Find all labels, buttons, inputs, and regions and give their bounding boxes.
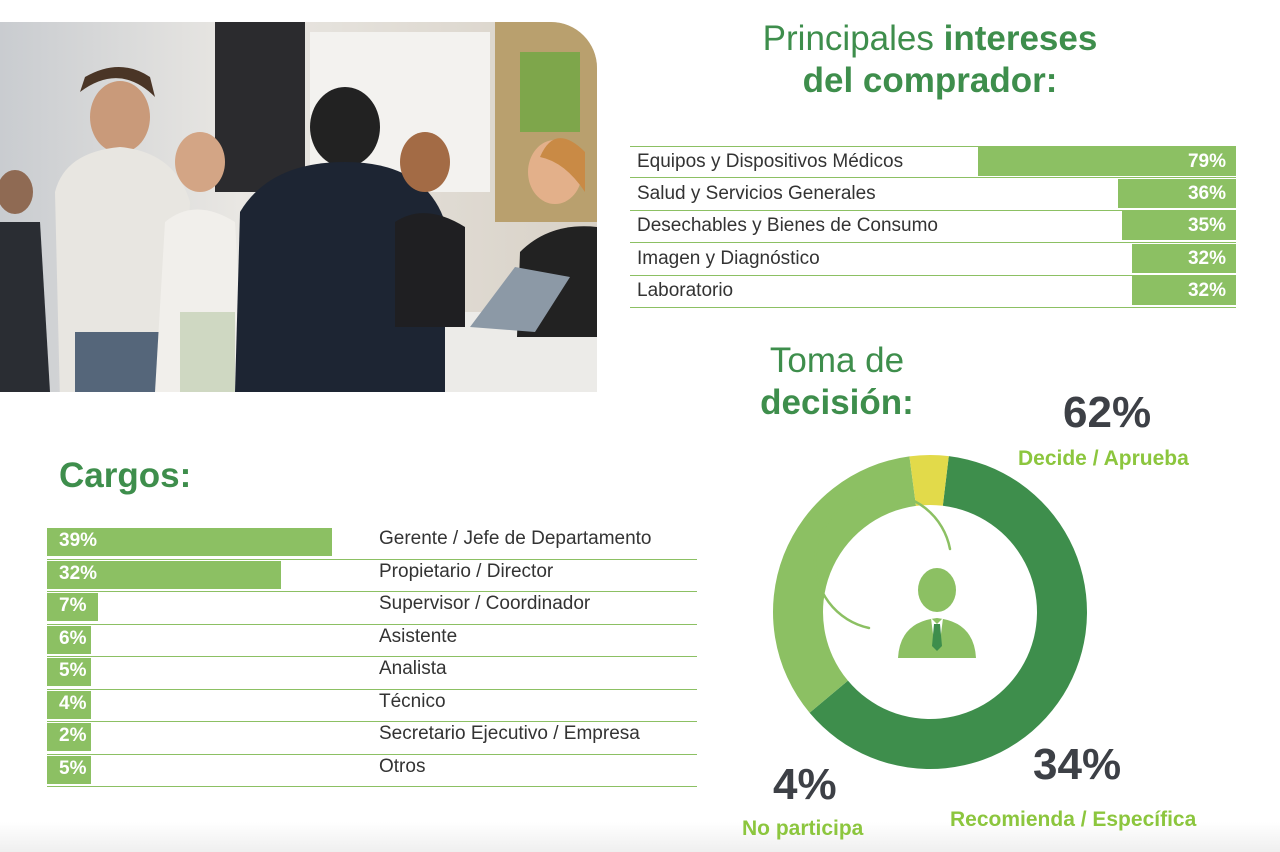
interest-bar xyxy=(978,147,1236,176)
cargo-row: 2% Secretario Ejecutivo / Empresa xyxy=(47,722,697,755)
interest-pct: 79% xyxy=(1187,151,1226,172)
cargo-bar xyxy=(47,690,91,719)
interest-pct: 36% xyxy=(1187,182,1226,204)
cargo-bar xyxy=(47,560,281,589)
interests-title-light: Principales xyxy=(762,19,934,58)
interest-bar xyxy=(1118,178,1236,208)
no-participa-pct: 4% xyxy=(773,760,837,809)
cargo-bar xyxy=(47,755,91,784)
donut-slice-no-participa xyxy=(909,455,949,506)
interest-pct: 32% xyxy=(1187,280,1226,301)
cargo-label: Secretario Ejecutivo / Empresa xyxy=(379,723,640,744)
interest-row: Salud y Servicios Generales 36% xyxy=(630,178,1236,211)
cargo-pct: 6% xyxy=(59,627,87,649)
cargo-row: 7% Supervisor / Coordinador xyxy=(47,592,697,625)
decision-title-light: Toma de xyxy=(769,341,905,380)
trade-fair-photo xyxy=(0,22,597,392)
cargo-bar xyxy=(47,625,91,654)
cargo-pct: 2% xyxy=(59,725,87,746)
interest-label: Laboratorio xyxy=(637,280,734,301)
cargo-label: Asistente xyxy=(379,625,458,647)
cargos-title: Cargos: xyxy=(59,456,192,495)
interest-label: Salud y Servicios Generales xyxy=(637,182,876,204)
interest-label: Imagen y Diagnóstico xyxy=(637,247,820,269)
cargo-bar xyxy=(47,723,91,751)
cargo-row: 4% Técnico xyxy=(47,690,697,722)
no-participa-caption: No participa xyxy=(742,817,864,840)
cargo-label: Técnico xyxy=(379,690,446,712)
cargo-pct: 7% xyxy=(59,595,87,616)
interest-bar xyxy=(1131,243,1236,273)
interest-pct: 32% xyxy=(1187,247,1226,269)
cargo-bar xyxy=(47,658,91,686)
cargo-label: Propietario / Director xyxy=(379,560,554,582)
donut-slice-recommend xyxy=(773,456,916,713)
recommend-pct: 34% xyxy=(1033,740,1122,789)
cargo-row: 32% Propietario / Director xyxy=(47,560,697,592)
interests-bar-chart: Equipos y Dispositivos Médicos 79% Salud… xyxy=(630,146,1236,309)
cargo-pct: 5% xyxy=(59,660,87,681)
cargo-pct: 4% xyxy=(59,692,87,714)
cargo-row: 6% Asistente xyxy=(47,625,697,657)
interests-title-bold-2: del comprador: xyxy=(802,61,1058,100)
businessman-icon xyxy=(813,492,976,658)
decide-pct: 62% xyxy=(1063,388,1152,437)
cargo-label: Otros xyxy=(379,755,426,777)
interest-label: Equipos y Dispositivos Médicos xyxy=(637,151,904,172)
interest-pct: 35% xyxy=(1187,215,1226,236)
decision-title: Toma de decisión: xyxy=(732,340,942,424)
cargo-pct: 39% xyxy=(59,530,98,551)
cargo-label: Supervisor / Coordinador xyxy=(379,593,591,614)
interest-row: Desechables y Bienes de Consumo 35% xyxy=(630,211,1236,243)
interests-title: Principales intereses del comprador: xyxy=(700,18,1160,102)
page-footer-shade xyxy=(0,822,1280,852)
cargo-row: 39% Gerente / Jefe de Departamento xyxy=(47,527,697,560)
photo-illustration xyxy=(0,22,597,392)
cargo-pct: 32% xyxy=(59,562,98,584)
interest-bar xyxy=(1121,211,1236,240)
interests-title-bold-1: intereses xyxy=(943,19,1098,58)
cargo-row: 5% Analista xyxy=(47,657,697,690)
cargos-bar-chart: 39% Gerente / Jefe de Departamento 32% P… xyxy=(47,527,697,787)
interest-label: Desechables y Bienes de Consumo xyxy=(637,215,939,236)
decision-donut-chart xyxy=(773,455,1087,769)
interest-row: Imagen y Diagnóstico 32% xyxy=(630,243,1236,276)
cargo-label: Analista xyxy=(379,658,447,679)
cargo-row: 5% Otros xyxy=(47,755,697,787)
cargo-pct: 5% xyxy=(59,757,87,779)
decision-title-bold: decisión: xyxy=(760,383,914,422)
cargo-bar xyxy=(47,593,99,621)
recommend-caption: Recomienda / Específica xyxy=(950,808,1197,831)
cargo-label: Gerente / Jefe de Departamento xyxy=(379,528,652,549)
donut-slice-decide xyxy=(809,456,1087,769)
interest-row: Laboratorio 32% xyxy=(630,276,1236,308)
interest-row: Equipos y Dispositivos Médicos 79% xyxy=(630,146,1236,178)
decide-caption: Decide / Aprueba xyxy=(1018,447,1189,470)
interest-bar xyxy=(1131,276,1236,305)
cargo-bar xyxy=(47,528,332,556)
